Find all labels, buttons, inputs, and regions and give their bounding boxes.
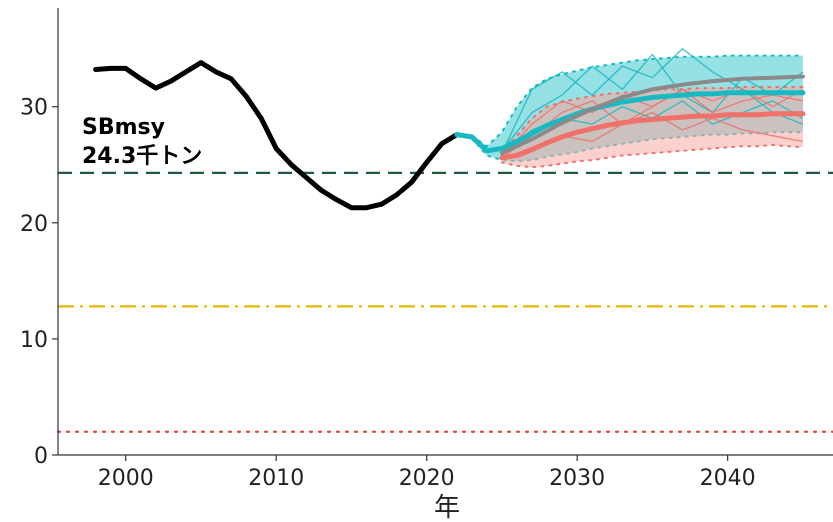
x-tick-label-2040: 2040 xyxy=(700,466,756,491)
band-edge-lower-2 xyxy=(500,143,804,169)
y-tick-label-30: 30 xyxy=(20,96,48,121)
series-line-3 xyxy=(499,74,805,156)
y-tick-label-10: 10 xyxy=(20,328,48,353)
x-tick-label-2020: 2020 xyxy=(399,466,455,491)
axes xyxy=(57,8,833,456)
annotation-sbmsy-name: SBmsy xyxy=(82,115,165,140)
band-edge-upper-1 xyxy=(455,54,804,148)
x-axis-title: 年 xyxy=(434,493,460,522)
band-edge-upper-2 xyxy=(500,86,804,155)
series-line-1 xyxy=(454,90,806,154)
x-tick-label-2000: 2000 xyxy=(98,466,154,491)
reference-lines xyxy=(56,171,833,433)
annotation-sbmsy-value: 24.3千トン xyxy=(82,144,202,169)
sample-trace-0 xyxy=(501,47,804,154)
series-line-0 xyxy=(93,60,460,211)
y-tick-label-20: 20 xyxy=(20,212,48,237)
sample-trace-1 xyxy=(501,53,804,152)
x-tick-label-2030: 2030 xyxy=(549,466,605,491)
series-lines xyxy=(93,60,806,211)
y-tick-label-0: 0 xyxy=(34,444,48,469)
series-line-2 xyxy=(499,111,806,161)
x-tick-label-2010: 2010 xyxy=(248,466,304,491)
